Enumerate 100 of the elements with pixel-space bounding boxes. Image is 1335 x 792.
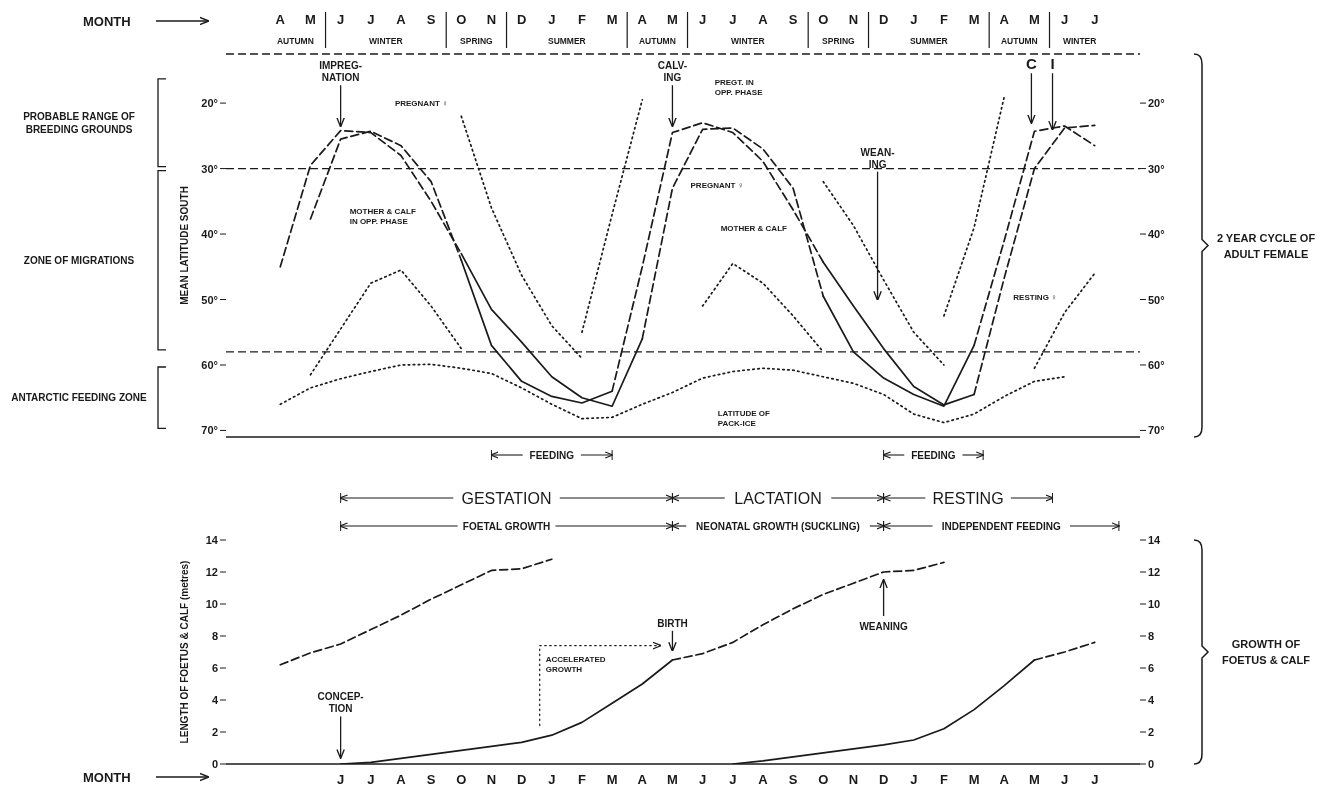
text: NEONATAL GROWTH (SUCKLING) (696, 521, 860, 532)
annotation: C (1025, 55, 1037, 73)
x-tick-label: A (758, 12, 769, 27)
x-tick-label: A (396, 12, 407, 27)
x-tick-label: D (516, 772, 527, 787)
x-tick-label: D (878, 772, 889, 787)
y-tick-label: 14 (205, 534, 219, 546)
x-tick-label: A (999, 772, 1010, 787)
text: SUMMER (909, 36, 948, 46)
y-tick-label: 70° (201, 424, 218, 437)
annotation: BIRTH (657, 617, 688, 629)
y-tick-label: 0 (211, 758, 218, 770)
x-tick-label: A (758, 772, 769, 787)
text: WINTER (369, 36, 403, 46)
y-tick-label: 10 (205, 598, 218, 610)
y2-tick-label: 40° (1148, 228, 1165, 241)
text: FOETAL GROWTH (462, 521, 551, 532)
text: PROBABLE RANGE OF BREEDING GROUNDS (22, 109, 136, 137)
text: ZONE OF MIGRATIONS (22, 253, 136, 268)
annotation: RESTING ♀ (1013, 292, 1058, 302)
annotation: CONCEP-TION (317, 691, 364, 715)
text: ANTARCTIC FEEDING ZONE (10, 391, 148, 406)
text: LACTATION (734, 490, 822, 507)
x-tick-label: J (698, 772, 707, 787)
text: SPRING (460, 36, 494, 46)
x-tick-label: A (396, 772, 407, 787)
annotation: MOTHER & CALF IN OPP. PHASE (349, 207, 416, 227)
y2-tick-label: 0 (1148, 758, 1155, 770)
line-series (279, 363, 1066, 424)
text: GESTATION (461, 490, 552, 507)
x-tick-label: S (426, 12, 436, 27)
annotation: I (1050, 55, 1055, 73)
text: WINTER (1062, 36, 1097, 46)
annotation: ACCELERATED GROWTH (545, 654, 606, 674)
x-tick-label: J (698, 12, 707, 27)
y2-tick-label: 6 (1148, 662, 1155, 674)
y-axis-title: LENGTH OF FOETUS & CALF (metres) (179, 560, 190, 744)
y-tick-label: 30° (201, 162, 218, 175)
y-tick-label: 6 (211, 662, 218, 674)
x-tick-label: A (275, 12, 286, 27)
x-tick-label: M (968, 772, 980, 787)
y-tick-label: 20° (201, 97, 218, 110)
y-tick-label: 8 (211, 630, 218, 642)
x-tick-label: J (548, 772, 556, 787)
x-tick-label: A (999, 12, 1010, 27)
x-tick-label: O (818, 12, 829, 27)
y2-tick-label: 70° (1148, 424, 1165, 437)
x-tick-label: N (486, 12, 497, 27)
annotation: PREGNANT ♀ (394, 99, 449, 109)
x-tick-label: M (606, 12, 618, 27)
x-tick-label: D (878, 12, 889, 27)
x-tick-label: M (667, 12, 678, 27)
x-tick-label: N (486, 772, 497, 787)
x-tick-label: A (637, 12, 648, 27)
x-tick-label: J (910, 12, 918, 27)
annotation: LATITUDE OF PACK-ICE (717, 409, 771, 429)
x-tick-label: M (968, 12, 980, 27)
annotation: MOTHER & CALF (720, 223, 788, 233)
x-tick-label: J (910, 772, 918, 787)
x-tick-label: J (1091, 12, 1099, 27)
y-tick-label: 12 (205, 566, 218, 578)
x-tick-label: M (667, 772, 678, 787)
y-tick-label: 4 (211, 694, 219, 706)
text: WINTER (731, 36, 765, 46)
x-tick-label: F (939, 772, 948, 787)
y2-tick-label: 20° (1148, 97, 1165, 110)
y2-tick-label: 14 (1148, 534, 1162, 546)
x-tick-label: M (1029, 12, 1040, 27)
y-tick-label: 2 (211, 726, 218, 738)
x-axis-title: MONTH (83, 770, 131, 785)
x-axis-title: MONTH (83, 14, 131, 29)
x-tick-label: J (1091, 772, 1099, 787)
text: FEEDING (529, 450, 575, 461)
text: GROWTH OF FOETUS & CALF (1221, 637, 1311, 668)
text: INDEPENDENT FEEDING (941, 521, 1061, 532)
x-tick-label: F (577, 772, 586, 787)
annotation: IMPREG-NATION (319, 60, 363, 84)
x-tick-label: D (516, 12, 527, 27)
text: AUTUMN (638, 36, 676, 46)
x-tick-label: J (367, 12, 375, 27)
annotation: PREGNANT ♀ (690, 181, 744, 191)
text: SPRING (822, 36, 856, 46)
x-tick-label: J (729, 772, 737, 787)
x-tick-label: J (1060, 12, 1069, 27)
y2-tick-label: 2 (1148, 726, 1155, 738)
text: RESTING (932, 490, 1004, 507)
x-tick-label: M (606, 772, 618, 787)
x-tick-label: O (818, 772, 829, 787)
x-tick-label: M (1029, 772, 1040, 787)
x-tick-label: S (788, 772, 798, 787)
annotation: CALV-ING (657, 60, 688, 84)
x-tick-label: J (729, 12, 737, 27)
x-tick-label: F (577, 12, 586, 27)
y-tick-label: 60° (201, 358, 218, 371)
y-axis-title: MEAN LATITUDE SOUTH (179, 186, 190, 305)
x-tick-label: J (1060, 772, 1069, 787)
x-tick-label: N (848, 12, 859, 27)
y2-tick-label: 50° (1148, 293, 1165, 306)
y-tick-label: 50° (201, 293, 218, 306)
text: AUTUMN (1000, 36, 1038, 46)
